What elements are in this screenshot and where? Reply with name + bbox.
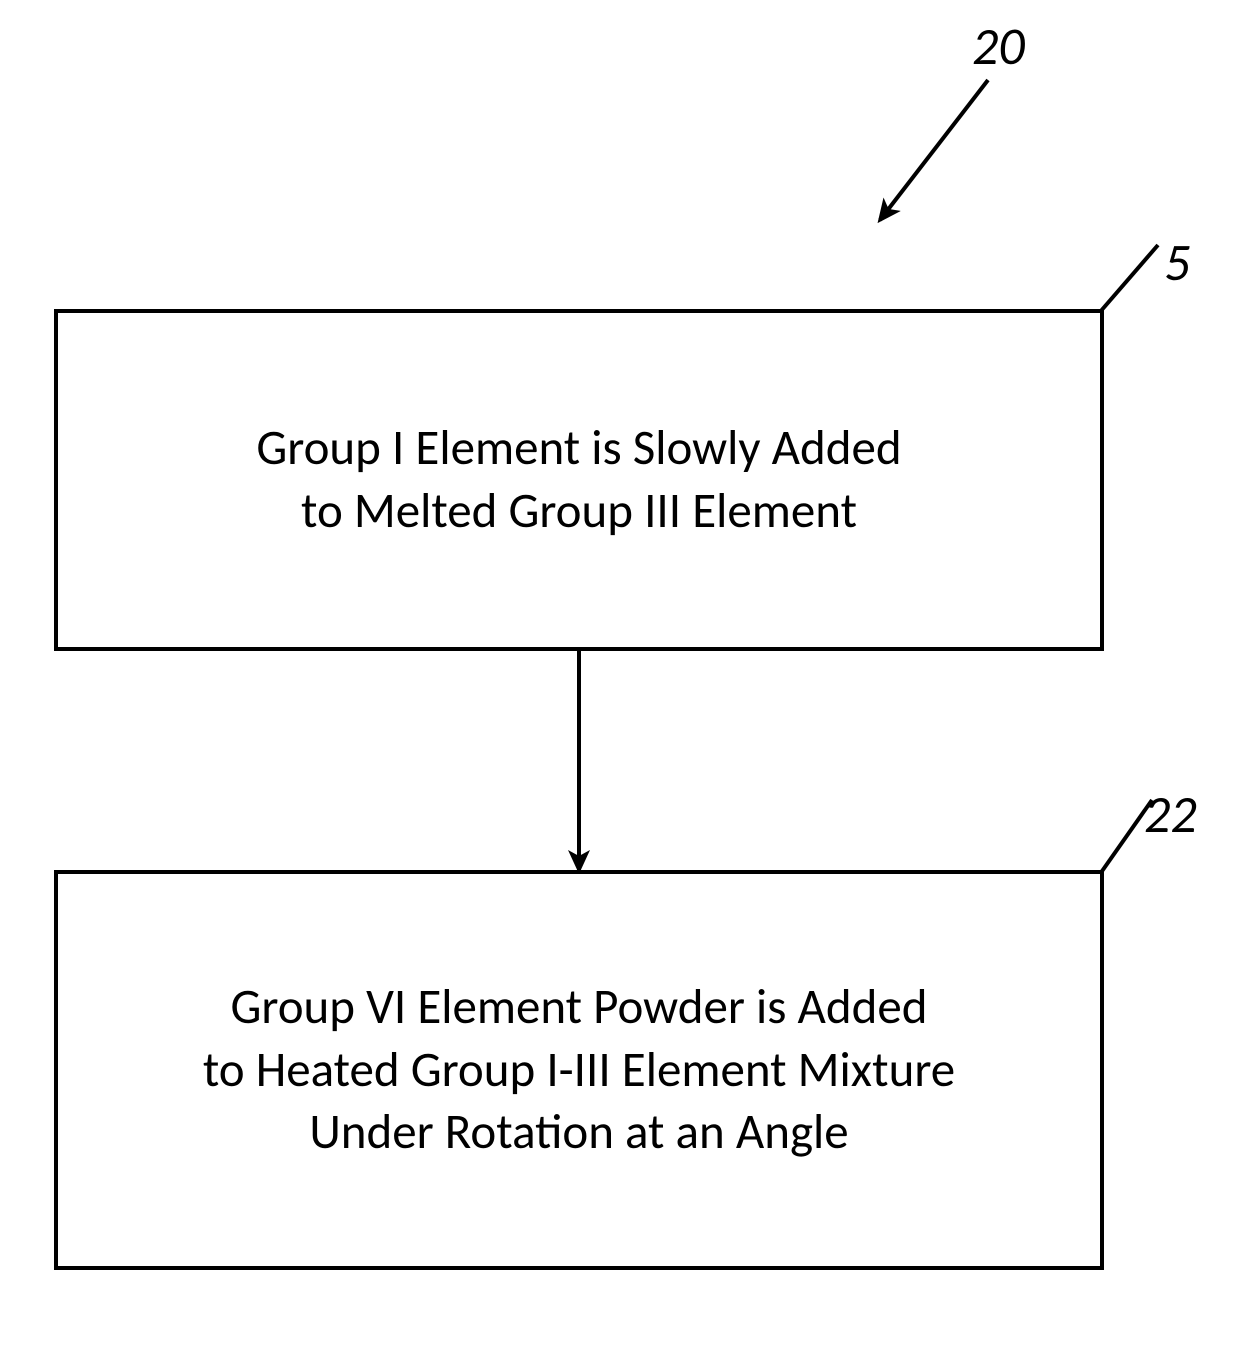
- flowchart-node-text: to Heated Group I-III Element Mixture: [203, 1039, 955, 1102]
- flowchart-node-text: Group I Element is Slowly Added: [256, 417, 901, 480]
- flowchart-node-text: to Melted Group III Element: [301, 480, 857, 543]
- reference-leader-line: [1100, 245, 1158, 312]
- reference-number-20: 20: [972, 14, 1025, 78]
- diagram-canvas: Group I Element is Slowly Addedto Melted…: [0, 0, 1240, 1371]
- reference-number-5: 5: [1164, 230, 1190, 294]
- flowchart-node-box2: Group VI Element Powder is Addedto Heate…: [54, 870, 1104, 1270]
- flowchart-node-text: Under Rotation at an Angle: [309, 1101, 848, 1164]
- flowchart-node-text: Group VI Element Powder is Added: [230, 976, 927, 1039]
- reference-number-22: 22: [1144, 782, 1197, 846]
- figure-reference-arrow: [880, 80, 988, 220]
- flowchart-node-box1: Group I Element is Slowly Addedto Melted…: [54, 309, 1104, 651]
